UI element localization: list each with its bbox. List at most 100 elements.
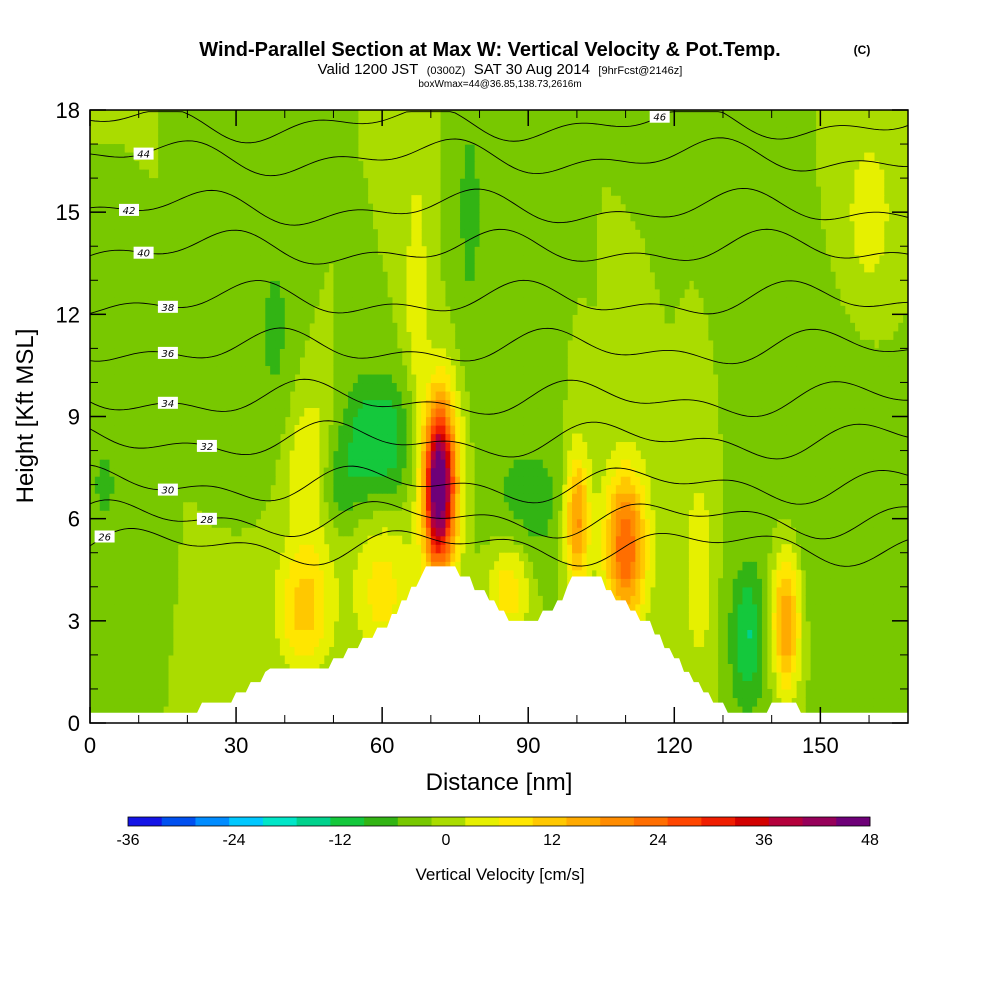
heatmap-cell [231,331,237,341]
heatmap-cell [377,535,383,545]
heatmap-cell [387,467,393,477]
heatmap-cell [133,595,140,605]
heatmap-cell [747,459,753,469]
heatmap-cell [133,356,140,367]
heatmap-cell [148,356,154,367]
heatmap-cell [766,407,773,418]
heatmap-cell [289,586,296,596]
heatmap-cell [167,382,174,392]
heatmap-cell [382,365,388,375]
heatmap-cell [158,339,164,349]
heatmap-cell [815,450,821,460]
heatmap-cell [771,654,778,664]
heatmap-cell [810,535,817,545]
heatmap-cell [153,595,159,605]
heatmap-cell [547,518,554,528]
heatmap-cell [294,535,300,545]
heatmap-cell [211,416,218,426]
heatmap-cell [197,399,203,409]
heatmap-cell [722,476,729,486]
heatmap-cell [435,459,442,469]
heatmap-cell [479,339,485,349]
heatmap-cell [309,459,315,469]
heatmap-cell [182,356,188,367]
heatmap-cell [362,569,369,579]
heatmap-cell [119,356,125,367]
heatmap-cell [148,373,154,384]
heatmap-cell [99,552,106,562]
heatmap-cell [318,595,325,605]
heatmap-cell [172,467,179,477]
heatmap-cell [815,348,821,358]
heatmap-cell [211,356,218,367]
heatmap-cell [698,493,705,503]
heatmap-cell [854,484,860,494]
heatmap-cell [304,467,310,477]
heatmap-cell [401,467,408,477]
heatmap-cell [357,382,364,392]
heatmap-cell [820,425,826,435]
heatmap-cell [747,348,753,358]
heatmap-cell [727,646,734,656]
heatmap-cell [289,518,296,528]
heatmap-cell [888,705,894,716]
heatmap-cell [849,390,856,401]
heatmap-cell [387,339,393,349]
heatmap-cell [231,433,237,443]
heatmap-cell [533,348,539,358]
heatmap-cell [537,399,544,409]
heatmap-cell [90,595,96,605]
heatmap-cell [338,467,344,477]
heatmap-cell [547,603,554,613]
heatmap-cell [250,399,257,409]
heatmap-cell [104,459,111,469]
heatmap-cell [99,442,106,452]
heatmap-cell [761,484,768,494]
heatmap-cell [148,646,154,656]
heatmap-cell [445,382,451,392]
heatmap-cell [859,501,865,511]
heatmap-cell [718,356,724,367]
heatmap-cell [124,705,130,716]
heatmap-cell [172,510,179,520]
heatmap-cell [94,603,101,613]
heatmap-cell [859,365,865,375]
heatmap-cell [406,450,412,460]
heatmap-cell [284,407,291,418]
heatmap-cell [528,493,534,503]
heatmap-cell [143,442,150,452]
heatmap-cell [357,433,364,443]
heatmap-cell [90,688,96,699]
heatmap-cell [825,646,831,656]
heatmap-cell [338,399,344,409]
heatmap-cell [640,552,646,562]
heatmap-cell [158,578,164,588]
heatmap-cell [508,348,515,358]
heatmap-cell [411,356,417,367]
heatmap-cell [367,399,374,409]
heatmap-cell [387,407,393,418]
heatmap-cell [440,510,447,520]
heatmap-cell [182,365,188,375]
heatmap-cell [128,390,135,401]
heatmap-cell [508,365,515,375]
heatmap-cell [216,365,223,375]
heatmap-cell [859,595,865,605]
heatmap-cell [805,501,812,511]
heatmap-cell [722,586,729,596]
heatmap-cell [859,586,865,596]
heatmap-cell [416,407,422,418]
heatmap-cell [90,390,96,401]
heatmap-cell [747,544,753,554]
heatmap-cell [508,552,515,562]
heatmap-cell [825,527,831,537]
heatmap-cell [479,390,485,401]
heatmap-cell [503,425,510,435]
heatmap-cell [99,629,106,639]
heatmap-cell [737,578,744,588]
heatmap-cell [727,654,734,664]
heatmap-cell [586,569,593,579]
heatmap-cell [148,442,154,452]
heatmap-cell [357,476,364,486]
heatmap-cell [119,544,125,554]
